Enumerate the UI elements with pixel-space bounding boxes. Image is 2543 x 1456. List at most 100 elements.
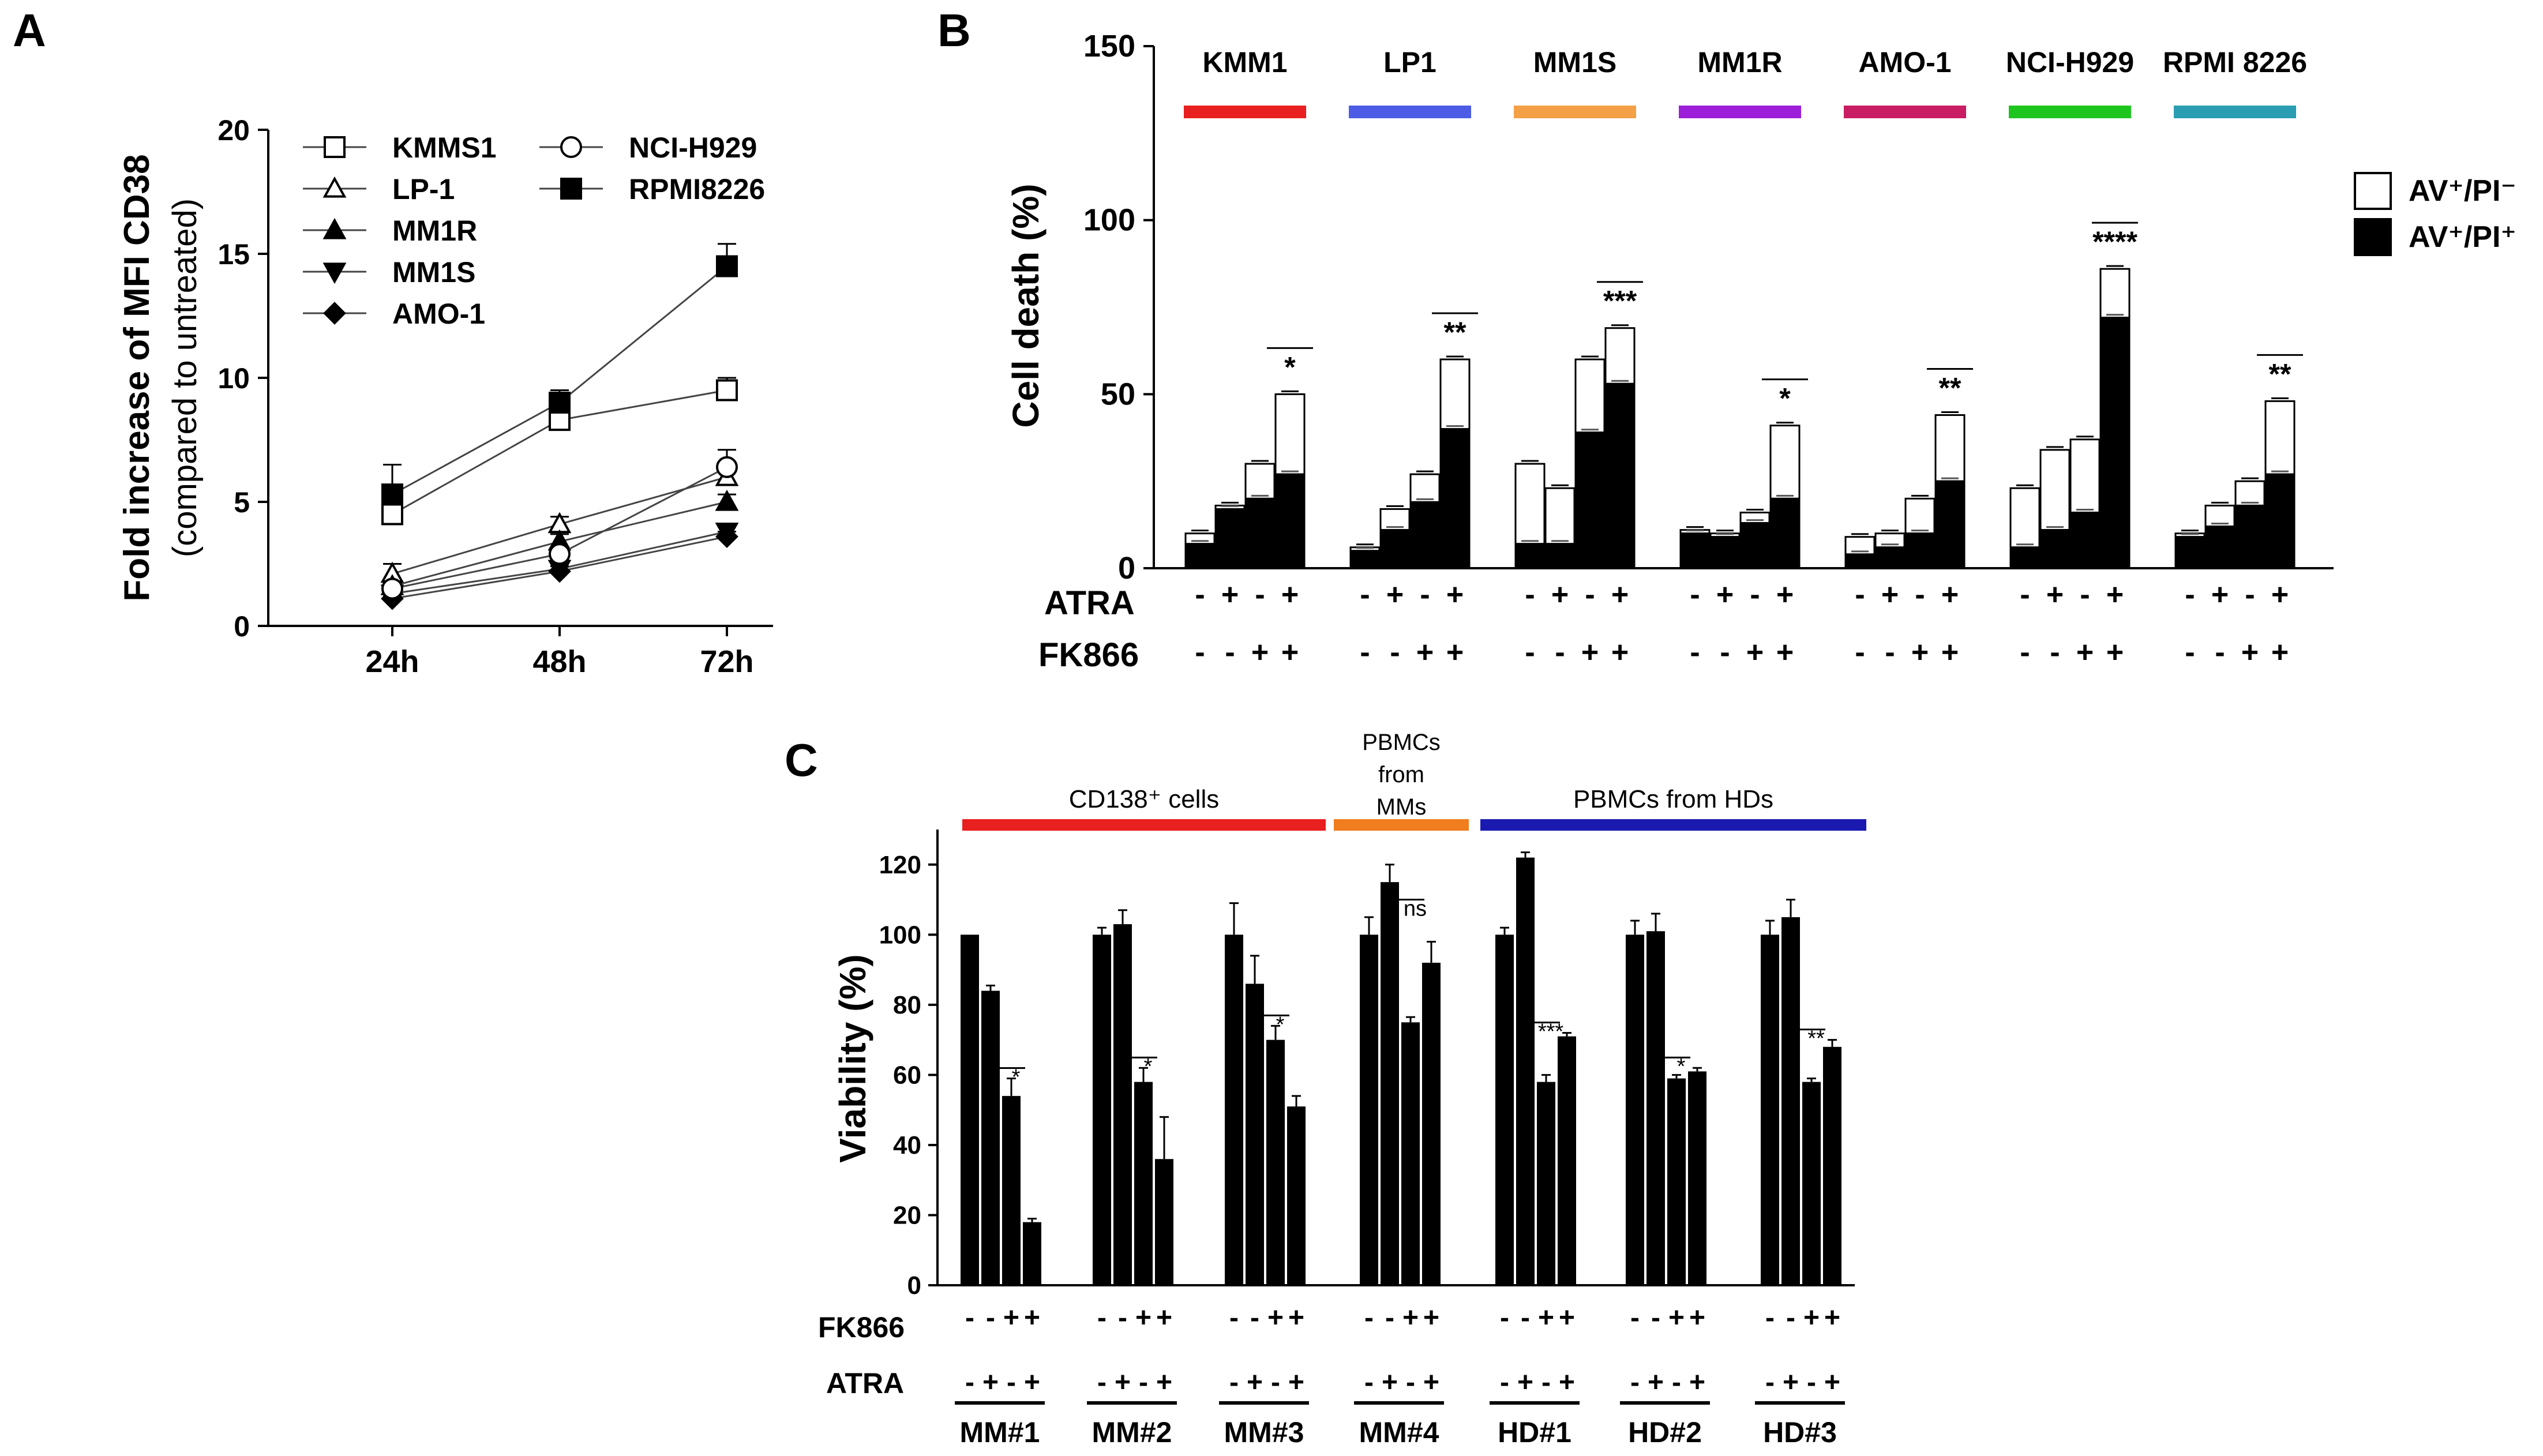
atra-sign: + [1824,1367,1840,1398]
bar-viability [1537,1082,1555,1285]
fk866-sign: + [1251,636,1269,669]
fk866-sign: + [2271,636,2289,669]
y-tick-label: 50 [1101,377,1135,411]
bar-av-pi-pos [1544,543,1576,569]
fk866-sign: + [1559,1303,1575,1333]
atra-sign: - [1807,1367,1816,1398]
atra-sign: - [1097,1367,1107,1398]
bar-av-pi-neg [1514,463,1546,545]
group-title-0: KMM1 [1202,46,1287,78]
bar-av-pi-pos [1349,550,1381,569]
y-axis-subtitle: (compared to untreated) [166,198,204,557]
atra-sign: + [1783,1367,1799,1398]
significance-label: * [1677,1055,1686,1079]
fk866-sign: - [1118,1303,1127,1333]
bar-av-pi-pos [2039,529,2071,569]
group-label-0: MM#1 [960,1416,1040,1449]
y-tick-label: 40 [893,1131,921,1159]
legend-label: MM1S [392,256,475,288]
section-label: CD138⁺ cells [1069,785,1219,813]
significance-label: **** [2092,226,2137,258]
y-axis-title: Viability (%) [832,954,873,1163]
x-tick-label: 48h [532,644,586,679]
fk866-sign: + [1668,1303,1685,1333]
bar-av-pi-pos [2069,511,2101,569]
bar-viability [1002,1095,1021,1285]
bar-viability [961,935,979,1285]
y-tick-label: 0 [234,610,250,643]
atra-sign: - [1765,1367,1775,1398]
fk866-sign: - [1364,1303,1374,1333]
bar-viability [1266,1040,1285,1285]
atra-sign: - [1360,578,1370,611]
bar-viability [1558,1036,1576,1285]
atra-sign: + [1288,1367,1304,1398]
fk866-sign: - [2020,636,2030,669]
fk866-sign: - [1765,1303,1775,1333]
fk866-sign: - [1385,1303,1394,1333]
group-color-bar [1514,106,1636,118]
y-tick-label: 10 [217,362,250,395]
group-label-2: MM#3 [1224,1416,1304,1449]
atra-sign: - [2020,578,2030,611]
fk866-sign: + [1288,1303,1304,1333]
bar-av-pi-neg [1739,511,1771,524]
bar-av-pi-pos [1514,543,1546,569]
data-point-rpmi8226 [549,392,571,414]
legend-label: AV⁺/PI⁺ [2409,220,2516,254]
atra-sign: + [1611,578,1629,611]
bar-viability [1134,1082,1153,1285]
atra-sign: + [2271,578,2289,611]
atra-sign: + [1559,1367,1575,1398]
legend-marker-kmms1 [324,136,346,158]
atra-sign: - [2245,578,2255,611]
fk866-sign: + [1824,1303,1840,1333]
fk866-sign: + [1003,1303,1019,1333]
y-tick-label: 100 [879,921,921,949]
panel-label-a: A [13,5,46,56]
bar-av-pi-pos [2009,546,2041,569]
fk866-sign: + [1446,636,1464,669]
legend-label: AV⁺/PI⁻ [2409,174,2516,208]
bar-av-pi-neg [1439,358,1471,430]
row-label-fk866: FK866 [1038,636,1139,674]
bar-av-pi-pos [1274,473,1306,569]
atra-sign: + [2046,578,2064,611]
atra-sign: + [982,1367,999,1398]
fk866-sign: - [1360,636,1370,669]
fk866-sign: - [2215,636,2225,669]
bar-viability [1246,984,1264,1285]
bar-viability [1761,935,1779,1285]
group-label-5: HD#2 [1628,1416,1702,1449]
atra-sign: + [2211,578,2229,611]
fk866-sign: - [1250,1303,1259,1333]
group-title-2: MM1S [1533,46,1616,78]
atra-sign: - [1229,1367,1239,1398]
y-tick-label: 0 [907,1271,921,1300]
bar-av-pi-neg [1769,425,1801,500]
significance-label: * [1144,1055,1153,1079]
atra-sign: - [1855,578,1865,611]
group-label-4: HD#1 [1498,1416,1571,1449]
group-label-6: HD#3 [1763,1416,1837,1449]
bar-av-pi-neg [2009,487,2041,549]
bar-av-pi-pos [2174,536,2206,569]
bar-av-pi-neg [1934,414,1966,482]
bar-av-pi-pos [1934,480,1966,569]
data-point-rpmi8226 [716,255,738,277]
fk866-sign: - [1786,1303,1795,1333]
fk866-sign: - [1720,636,1730,669]
fk866-sign: - [1390,636,1400,669]
fk866-sign: + [1024,1303,1040,1333]
group-title-5: NCI-H929 [2006,46,2134,78]
data-point-kmms1 [381,503,403,526]
fk866-sign: - [1097,1303,1107,1333]
atra-sign: - [1271,1367,1280,1398]
atra-sign: - [1541,1367,1551,1398]
bar-av-pi-pos [1379,529,1411,569]
bar-viability [1422,962,1441,1285]
bar-viability [1401,1022,1420,1285]
significance-label: *** [1538,1019,1564,1044]
fk866-sign: - [1225,636,1235,669]
bar-av-pi-pos [2204,526,2236,569]
